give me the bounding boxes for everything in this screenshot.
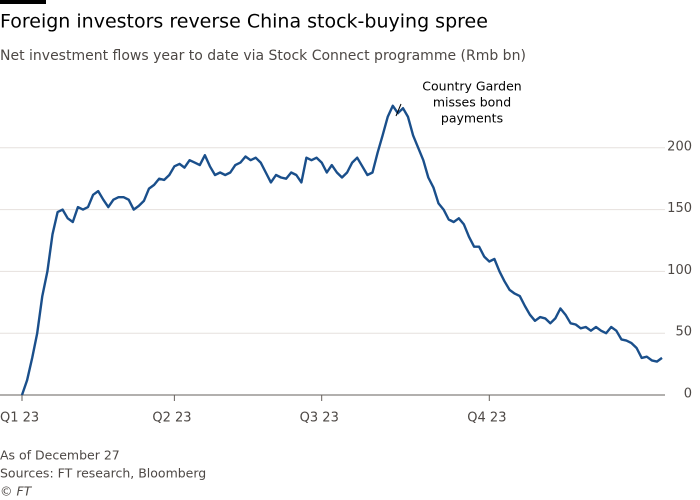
y-tick-label: 100 xyxy=(667,263,692,278)
y-tick-label: 50 xyxy=(675,325,692,340)
annotation: Country Garden xyxy=(422,79,521,94)
y-tick-label: 150 xyxy=(667,201,692,216)
annotation-pointer xyxy=(395,103,402,117)
x-tick-label: Q2 23 xyxy=(152,411,191,426)
note: As of December 27 xyxy=(0,448,120,463)
line xyxy=(20,104,663,396)
y-tick-label: 0 xyxy=(684,387,692,402)
annotation: payments xyxy=(441,111,503,126)
source: Sources: FT research, Bloomberg xyxy=(0,466,206,481)
chart-title: Foreign investors reverse China stock-bu… xyxy=(0,11,488,33)
x-tick-label: Q3 23 xyxy=(300,411,339,426)
y-tick-label: 200 xyxy=(667,139,692,154)
x-tick-label: Q4 23 xyxy=(467,411,506,426)
copyright: © FT xyxy=(0,484,33,499)
annotation: misses bond xyxy=(433,95,511,110)
x-tick-label: Q1 23 xyxy=(0,411,39,426)
chart-subtitle: Net investment flows year to date via St… xyxy=(0,48,526,64)
brand-bar xyxy=(0,0,46,4)
